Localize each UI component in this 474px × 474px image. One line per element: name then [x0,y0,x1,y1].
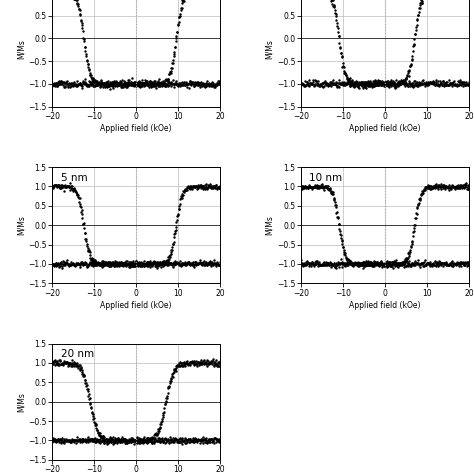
X-axis label: Applied field (kOe): Applied field (kOe) [100,124,172,133]
Y-axis label: M/Ms: M/Ms [16,215,25,235]
Y-axis label: M/Ms: M/Ms [265,215,274,235]
Y-axis label: M/Ms: M/Ms [16,39,25,58]
X-axis label: Applied field (kOe): Applied field (kOe) [349,124,421,133]
Text: 10 nm: 10 nm [310,173,343,183]
Text: 5 nm: 5 nm [61,173,87,183]
Y-axis label: M/Ms: M/Ms [265,39,274,58]
Y-axis label: M/Ms: M/Ms [16,392,25,411]
X-axis label: Applied field (kOe): Applied field (kOe) [349,301,421,310]
X-axis label: Applied field (kOe): Applied field (kOe) [100,301,172,310]
Text: 20 nm: 20 nm [61,349,94,359]
